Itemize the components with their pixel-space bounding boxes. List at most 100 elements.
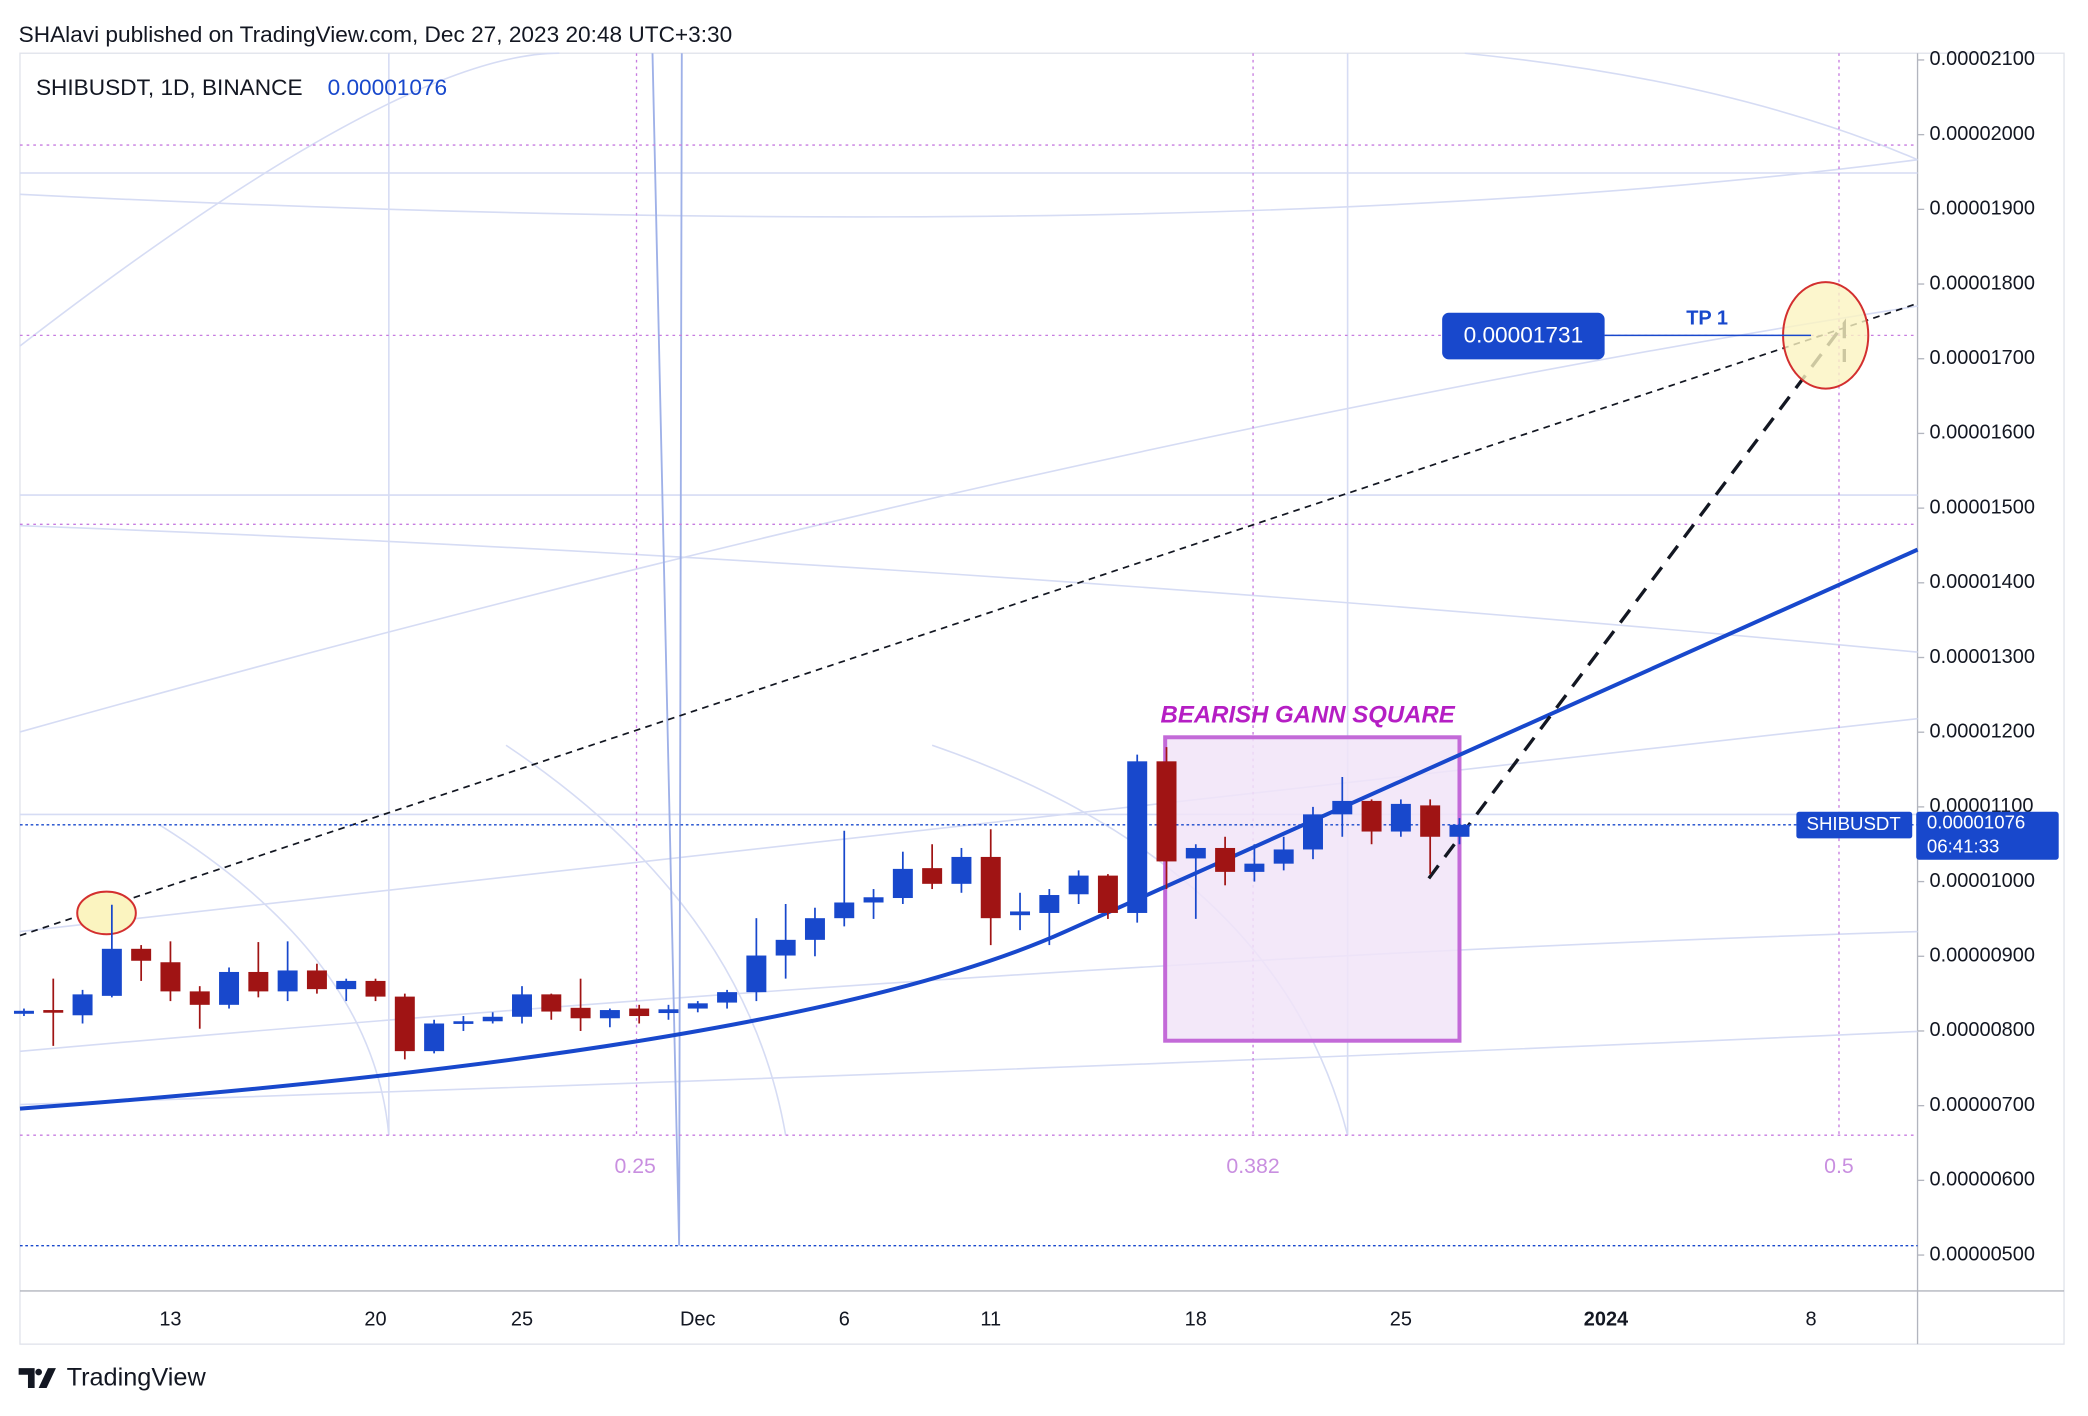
candle-body (1156, 761, 1177, 862)
y-tick-label: 0.00000800 (1930, 1019, 2035, 1041)
candle-body (834, 902, 855, 919)
candle-body (424, 1023, 445, 1052)
x-tick-label: 2024 (1584, 1308, 1628, 1330)
candle-body (658, 1009, 679, 1014)
tp-price: 0.00001731 (1464, 323, 1584, 348)
candle-body (804, 918, 825, 940)
candle-body (131, 948, 152, 961)
y-tick-label: 0.00001400 (1930, 571, 2035, 593)
candle-body (1215, 847, 1236, 872)
tp-price-box (1442, 312, 1605, 360)
symbol-tag (1796, 811, 1913, 839)
symbol-info: SHIBUSDT, 1D, BINANCE (36, 75, 303, 100)
y-tick-label: 0.00001300 (1930, 646, 2035, 668)
header-price: 0.00001076 (328, 75, 448, 100)
candle-body (775, 939, 796, 956)
candle-body (892, 868, 913, 899)
candle-body (453, 1021, 474, 1024)
y-tick-label: 0.00002000 (1930, 123, 2035, 145)
x-tick-label: 6 (839, 1308, 850, 1330)
candle-body (1332, 800, 1353, 815)
candle-body (1449, 824, 1470, 837)
candle-body (1244, 863, 1265, 872)
brand-name: TradingView (67, 1363, 207, 1391)
candle-body (248, 971, 269, 992)
candle-body (277, 970, 298, 992)
candle-body (101, 948, 122, 996)
candle-body (189, 991, 210, 1005)
candle-body (482, 1016, 503, 1022)
trend-line (19, 302, 1918, 937)
gann-levels (19, 53, 1918, 1136)
price-tag (1916, 811, 2059, 860)
y-tick-label: 0.00001600 (1930, 422, 2035, 444)
candle-body (72, 994, 93, 1016)
plot: 0.00002100 0.00002000 0.00001900 0.00001800… (13, 48, 2035, 1330)
candle-body (1361, 800, 1382, 832)
tp-name: TP 1 (1686, 308, 1728, 330)
candle-body (629, 1008, 650, 1017)
y-tick-label: 0.00000500 (1930, 1243, 2035, 1265)
x-tick-label: 25 (511, 1308, 533, 1330)
x-tick-label: 20 (364, 1308, 386, 1330)
candle-body (951, 856, 972, 884)
x-tick-label: 11 (980, 1308, 1001, 1330)
y-tick-label: 0.00002100 (1930, 48, 2035, 70)
x-tick-label: 18 (1185, 1308, 1207, 1330)
fib-label: 0.25 (614, 1154, 655, 1178)
candle-body (1303, 814, 1323, 850)
candle-body (599, 1010, 620, 1019)
cycle-line (651, 53, 683, 1246)
candle-body (13, 1010, 34, 1014)
candle-body (1127, 761, 1148, 913)
x-tick-label: 13 (159, 1308, 181, 1330)
y-tick-label: 0.00001800 (1930, 272, 2035, 294)
y-tick-label: 0.00000700 (1930, 1094, 2035, 1116)
box-label: BEARISH GANN SQUARE (1161, 701, 1456, 728)
price-tag-value: 0.00001076 (1927, 812, 2025, 833)
y-tick-label: 0.00001900 (1930, 198, 2035, 220)
highlight-circle (76, 890, 137, 936)
candle-body (1097, 875, 1118, 913)
candle-body (863, 897, 884, 903)
y-tick-label: 0.00001100 (1930, 795, 2034, 817)
publish-info: SHAlavi published on TradingView.com, De… (19, 22, 733, 47)
parabolic-curve (19, 547, 1919, 1111)
y-tick-label: 0.00001700 (1930, 347, 2035, 369)
candle-body (1273, 849, 1294, 864)
candle-body (980, 856, 1001, 919)
candle-body (336, 980, 357, 990)
brand-logo (18, 1368, 56, 1389)
x-tick-label: 8 (1805, 1308, 1816, 1330)
candle-body (1039, 895, 1060, 913)
candle-body (1010, 911, 1031, 916)
candle-body (160, 962, 181, 992)
candle-body (394, 996, 415, 1052)
price-tag-countdown: 06:41:33 (1927, 836, 2000, 857)
candle-body (746, 955, 767, 993)
x-tick-label: 25 (1390, 1308, 1412, 1330)
chart-frame (19, 52, 2065, 1345)
candle-body (922, 868, 943, 884)
fib-label: 0.5 (1824, 1154, 1854, 1178)
y-tick-label: 0.00000900 (1930, 945, 2035, 967)
x-tick-label: Dec (680, 1308, 716, 1330)
candle-body (1420, 805, 1441, 837)
fib-label: 0.382 (1226, 1154, 1279, 1178)
candle-body (1390, 803, 1411, 832)
y-tick-label: 0.00001500 (1930, 496, 2035, 518)
candle-body (687, 1003, 708, 1009)
gann-box (1163, 735, 1462, 1043)
candle-body (717, 992, 738, 1003)
symbol-tag-text: SHIBUSDT (1807, 813, 1901, 834)
y-tick-label: 0.00001200 (1930, 720, 2035, 742)
candle-body (541, 994, 562, 1012)
candle-body (365, 980, 386, 997)
candle-body (512, 994, 532, 1017)
candle-body (306, 970, 327, 990)
candle-body (1068, 875, 1089, 895)
candle-body (570, 1007, 591, 1019)
